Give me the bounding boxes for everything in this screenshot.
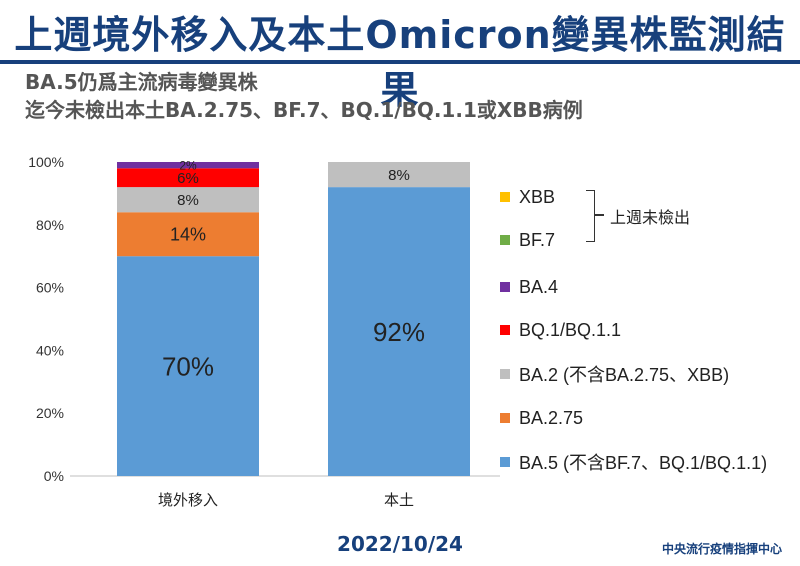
subtitle-line-2: 迄今未檢出本土BA.2.75、BF.7、BQ.1/BQ.1.1或XBB病例 <box>25 98 583 122</box>
title-divider <box>0 60 800 64</box>
bar-data-label: 92% <box>373 317 425 347</box>
y-tick-label: 60% <box>36 280 64 296</box>
bar-data-label: 6% <box>177 170 199 187</box>
bar-data-label: 8% <box>388 167 410 184</box>
legend-swatch <box>500 413 510 423</box>
y-tick-label: 40% <box>36 342 64 358</box>
legend-brace <box>586 190 595 242</box>
bar-segment <box>328 162 470 188</box>
legend-label: BQ.1/BQ.1.1 <box>519 319 622 340</box>
legend-swatch <box>500 325 510 335</box>
bar-segment <box>117 256 259 476</box>
legend-label: XBB <box>519 186 556 207</box>
legend-item: BA.2.75 <box>500 406 583 430</box>
legend-swatch <box>500 282 510 292</box>
bar-segment <box>117 162 259 169</box>
y-tick-label: 0% <box>44 468 64 484</box>
legend-note: 上週未檢出 <box>610 208 691 227</box>
legend-item: XBB <box>500 185 555 209</box>
bar-segment <box>117 168 259 188</box>
legend-label: BA.5 (不含BF.7、BQ.1/BQ.1.1) <box>519 453 768 473</box>
footer-agency: 中央流行疫情指揮中心 <box>661 542 782 556</box>
x-category-label: 本土 <box>384 491 414 509</box>
legend-brace-tick <box>594 214 604 216</box>
y-tick-label: 20% <box>36 405 64 421</box>
legend-swatch <box>500 235 510 245</box>
y-tick-label: 80% <box>36 217 64 233</box>
legend-item: BA.2 (不含BA.2.75、XBB) <box>500 362 729 386</box>
bar-segment <box>117 187 259 213</box>
page-title: 上週境外移入及本土Omicron變異株監測結果 <box>14 13 786 112</box>
bar-data-label: 8% <box>177 192 199 209</box>
legend-swatch <box>500 192 510 202</box>
legend-swatch <box>500 369 510 379</box>
legend-label: BF.7 <box>519 229 556 250</box>
chart-legend: XBB BF.7 BA.4 BQ.1/BQ.1.1 BA.2 (不含BA.2.75、XB… <box>500 0 800 490</box>
legend-label: BA.2 (不含BA.2.75、XBB) <box>519 365 730 385</box>
y-tick-label: 100% <box>28 154 64 170</box>
legend-label: BA.2.75 <box>519 407 584 428</box>
bar-data-label: 2% <box>179 158 197 172</box>
bar-data-label: 14% <box>170 225 206 245</box>
bar-segment <box>117 212 259 257</box>
legend-item: BA.5 (不含BF.7、BQ.1/BQ.1.1) <box>500 450 767 474</box>
legend-item: BA.4 <box>500 275 558 299</box>
legend-item: BQ.1/BQ.1.1 <box>500 318 621 342</box>
legend-item: BF.7 <box>500 228 555 252</box>
x-category-label: 境外移入 <box>158 491 218 509</box>
bar-segment <box>328 187 470 476</box>
report-date: 2022/10/24 <box>337 532 463 556</box>
bar-data-label: 70% <box>162 351 214 381</box>
subtitle-line-1: BA.5仍爲主流病毒變異株 <box>25 70 258 94</box>
legend-label: BA.4 <box>519 276 559 297</box>
legend-swatch <box>500 457 510 467</box>
